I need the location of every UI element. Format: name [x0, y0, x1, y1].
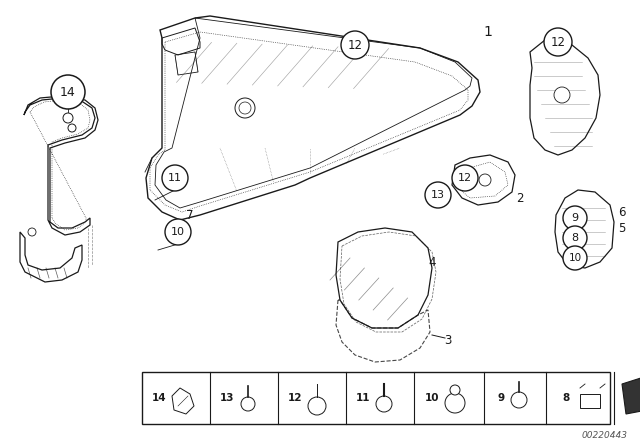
Circle shape	[511, 392, 527, 408]
Circle shape	[563, 206, 587, 230]
Circle shape	[235, 98, 255, 118]
Text: 8: 8	[563, 393, 570, 403]
Text: 4: 4	[428, 255, 436, 268]
Text: 00220443: 00220443	[582, 431, 628, 440]
Text: 10: 10	[171, 227, 185, 237]
Circle shape	[376, 396, 392, 412]
Text: 12: 12	[348, 39, 362, 52]
Text: 14: 14	[60, 86, 76, 99]
Circle shape	[51, 75, 85, 109]
Circle shape	[162, 165, 188, 191]
Text: 7: 7	[186, 208, 194, 221]
Bar	[580, 394, 600, 408]
Text: 11: 11	[168, 173, 182, 183]
Text: 12: 12	[458, 173, 472, 183]
Text: 1: 1	[484, 25, 492, 39]
Circle shape	[479, 174, 491, 186]
Circle shape	[544, 28, 572, 56]
Circle shape	[452, 165, 478, 191]
Circle shape	[563, 226, 587, 250]
Circle shape	[450, 385, 460, 395]
Circle shape	[165, 219, 191, 245]
Text: 8: 8	[572, 233, 579, 243]
Circle shape	[425, 182, 451, 208]
Circle shape	[68, 124, 76, 132]
Text: 11: 11	[355, 393, 370, 403]
Polygon shape	[622, 377, 640, 414]
Text: 12: 12	[550, 35, 566, 48]
Text: 3: 3	[444, 333, 452, 346]
Bar	[142, 372, 610, 424]
Circle shape	[308, 397, 326, 415]
Circle shape	[445, 393, 465, 413]
Text: 14: 14	[152, 393, 166, 403]
Text: 9: 9	[572, 213, 579, 223]
Text: 10: 10	[424, 393, 439, 403]
Text: 6: 6	[618, 206, 626, 219]
Circle shape	[63, 113, 73, 123]
Text: 13: 13	[431, 190, 445, 200]
Text: 2: 2	[516, 191, 524, 204]
Circle shape	[563, 246, 587, 270]
Text: 10: 10	[568, 253, 582, 263]
Circle shape	[341, 31, 369, 59]
Text: 5: 5	[618, 221, 626, 234]
Text: 13: 13	[220, 393, 234, 403]
Text: 12: 12	[287, 393, 302, 403]
Circle shape	[554, 87, 570, 103]
Circle shape	[241, 397, 255, 411]
Circle shape	[28, 228, 36, 236]
Text: 9: 9	[498, 393, 505, 403]
Circle shape	[239, 102, 251, 114]
